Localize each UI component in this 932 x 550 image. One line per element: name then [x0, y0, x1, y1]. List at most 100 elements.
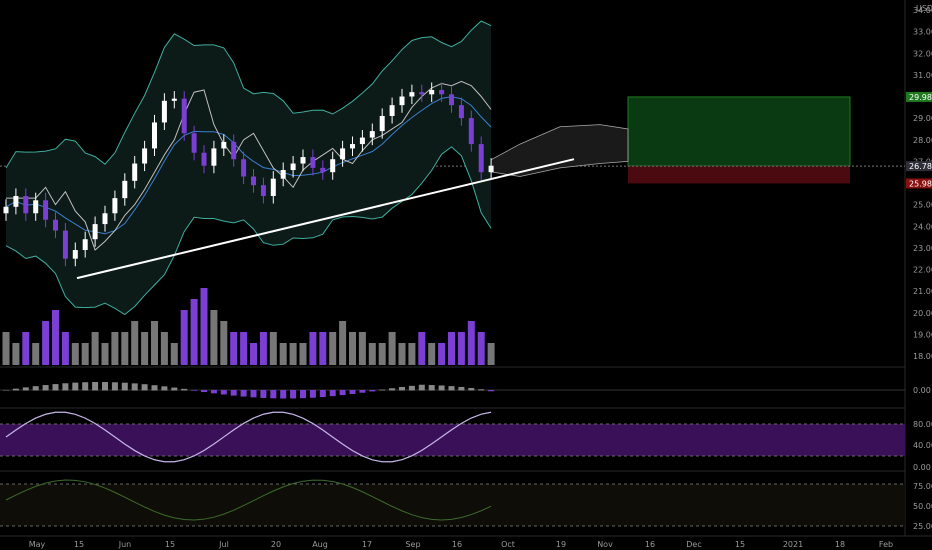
macd-histogram-bar	[319, 390, 326, 398]
volume-bar	[388, 332, 396, 365]
volume-bar	[91, 332, 99, 365]
macd-histogram-bar	[191, 390, 198, 391]
volume-bar	[269, 332, 277, 365]
macd-histogram-bar	[32, 386, 39, 391]
candle-body	[161, 100, 167, 123]
macd-histogram-bar	[280, 390, 287, 399]
macd-histogram-bar	[121, 382, 128, 391]
volume-bar	[200, 288, 208, 365]
candle-body	[191, 133, 197, 153]
candle-body	[488, 165, 494, 173]
candle-body	[13, 195, 19, 207]
price-label-box	[906, 161, 932, 172]
volume-bar	[190, 299, 198, 365]
candle-body	[439, 90, 445, 95]
candle-body	[409, 92, 415, 97]
macd-histogram-bar	[448, 386, 455, 391]
macd-histogram-bar	[151, 385, 158, 391]
candle-body	[201, 152, 207, 166]
volume-bar	[487, 343, 495, 365]
time-tick-label: Dec	[686, 540, 701, 549]
volume-bar	[428, 343, 436, 365]
currency-label: USD	[916, 4, 932, 13]
candle-body	[82, 239, 88, 251]
volume-bar	[101, 343, 109, 365]
price-label: 25.98	[909, 179, 932, 188]
volume-bar	[438, 343, 446, 365]
candle-body	[221, 141, 227, 149]
volume-bar	[121, 332, 129, 365]
candle-body	[419, 92, 425, 95]
volume-bar	[289, 343, 297, 365]
candle-body	[3, 206, 9, 214]
stochastic-tick-label: 80.00	[913, 420, 932, 429]
candle-body	[290, 163, 296, 171]
candle-body	[478, 144, 484, 173]
candle-body	[62, 230, 68, 259]
candle-body	[340, 148, 346, 160]
price-tick-label: 25.00	[913, 201, 932, 210]
bollinger-lower	[5, 146, 492, 316]
candle-body	[330, 159, 336, 173]
macd-histogram-bar	[270, 390, 277, 399]
macd-histogram-bar	[369, 390, 376, 392]
macd-histogram-bar	[468, 388, 475, 391]
candle-body	[241, 159, 247, 177]
time-tick-label: 15	[165, 540, 175, 549]
macd-histogram-bar	[379, 389, 386, 391]
volume-bar	[131, 321, 139, 365]
macd-histogram-bar	[349, 390, 356, 394]
macd-histogram-bar	[389, 388, 396, 391]
volume-bar	[259, 332, 267, 365]
rsi-tick-label: 25.00	[913, 522, 932, 531]
volume-bar	[2, 332, 10, 365]
time-tick-label: Jun	[118, 540, 132, 549]
volume-bar	[160, 332, 168, 365]
price-tick-label: 28.00	[913, 136, 932, 145]
macd-histogram-bar	[201, 390, 207, 393]
price-tick-label: 31.00	[913, 71, 932, 80]
macd-histogram-bar	[3, 390, 9, 391]
volume-bar	[230, 332, 238, 365]
macd-histogram-bar	[72, 382, 79, 391]
candle-body	[251, 176, 256, 186]
macd-histogram-bar	[250, 390, 257, 398]
time-tick-label: 20	[271, 540, 281, 549]
price-tick-label: 33.00	[913, 28, 932, 37]
candle-body	[142, 148, 148, 164]
volume-bar	[141, 332, 149, 365]
volume-bar	[71, 343, 79, 365]
price-tick-label: 23.00	[913, 244, 932, 253]
macd-histogram-bar	[428, 385, 435, 391]
time-tick-label: Aug	[312, 540, 328, 549]
volume-bar	[180, 310, 188, 365]
candle-body	[152, 122, 157, 149]
candle-body	[389, 105, 395, 116]
candle-body	[102, 213, 108, 225]
volume-bar	[240, 332, 248, 365]
price-label-box	[906, 178, 932, 189]
volume-bar	[349, 332, 356, 365]
candle-body	[112, 198, 118, 214]
candle-body	[43, 200, 49, 220]
macd-tick-label: 0.00	[913, 386, 931, 395]
time-tick-label: 15	[735, 540, 745, 549]
macd-histogram-bar	[111, 382, 118, 391]
macd-histogram-bar	[171, 387, 178, 391]
candle-body	[72, 250, 78, 259]
trendline	[76, 158, 575, 280]
macd-histogram-bar	[42, 385, 49, 391]
volume-bar	[61, 332, 69, 365]
volume-bar	[309, 332, 317, 365]
volume-bar	[477, 332, 485, 365]
time-tick-label: Feb	[879, 540, 893, 549]
volume-bar	[210, 310, 218, 365]
price-tick-label: 18.00	[913, 352, 932, 361]
volume-bar	[22, 332, 30, 365]
candle-body	[310, 157, 316, 168]
volume-bar	[151, 321, 158, 365]
macd-histogram-bar	[92, 382, 99, 391]
volume-bar	[398, 343, 406, 365]
macd-histogram-bar	[230, 390, 237, 396]
